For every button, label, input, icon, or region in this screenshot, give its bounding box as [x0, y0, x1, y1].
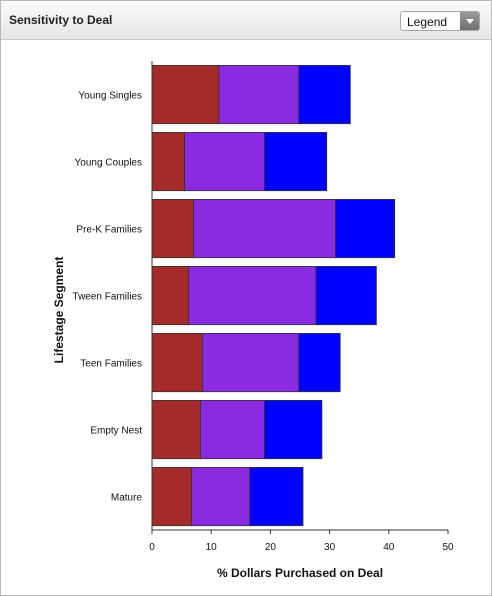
bar-segment — [151, 332, 203, 393]
y-tick-label: Mature — [111, 493, 143, 504]
chevron-down-icon[interactable] — [460, 12, 479, 30]
x-tick-label: 30 — [324, 542, 336, 553]
bar-segment — [298, 64, 351, 125]
x-tick-label: 10 — [206, 542, 218, 553]
bar-segment — [151, 399, 201, 460]
y-tick-label: Teen Families — [80, 359, 142, 370]
axes-layer: Young Singles Young Couples Pre-K Families… — [73, 61, 454, 553]
bar-segment — [298, 332, 341, 393]
y-tick-label: Pre-K Families — [76, 225, 142, 236]
bar-segment — [335, 198, 396, 259]
bar-segment — [151, 265, 190, 326]
bar-segment — [218, 64, 300, 125]
x-tick-label: 40 — [383, 542, 395, 553]
bar-segment — [184, 132, 265, 192]
bar-chart: Young Singles Young Couples Pre-K Families… — [52, 61, 454, 580]
bar-segment — [191, 466, 251, 527]
panel-header: Sensitivity to Deal Legend — [1, 1, 491, 40]
y-tick-label: Tween Families — [73, 292, 142, 303]
bar-segment — [151, 132, 185, 192]
y-tick-label: Young Couples — [75, 158, 142, 169]
bar-segment — [188, 265, 317, 326]
x-axis-label: % Dollars Purchased on Deal — [217, 566, 383, 580]
y-tick-label: Young Singles — [78, 91, 142, 102]
bar-segment — [200, 399, 265, 460]
legend-dropdown-value: Legend — [407, 15, 448, 29]
y-axis-label: Lifestage Segment — [52, 257, 66, 364]
bar-segment — [192, 198, 336, 259]
bar-segment — [249, 466, 304, 527]
y-tick-label: Empty Nest — [90, 426, 142, 437]
panel-title: Sensitivity to Deal — [9, 13, 113, 27]
bars-layer — [151, 64, 396, 527]
bar-segment — [201, 332, 300, 393]
bar-segment — [151, 64, 220, 125]
legend-dropdown[interactable]: Legend — [400, 11, 480, 31]
bar-segment — [315, 265, 377, 326]
x-tick-label: 50 — [442, 542, 454, 553]
x-tick-label: 0 — [149, 542, 155, 553]
bar-segment — [264, 399, 323, 460]
bar-segment — [151, 466, 193, 527]
bar-segment — [264, 132, 328, 192]
x-tick-label: 20 — [265, 542, 277, 553]
bar-segment — [151, 198, 194, 259]
